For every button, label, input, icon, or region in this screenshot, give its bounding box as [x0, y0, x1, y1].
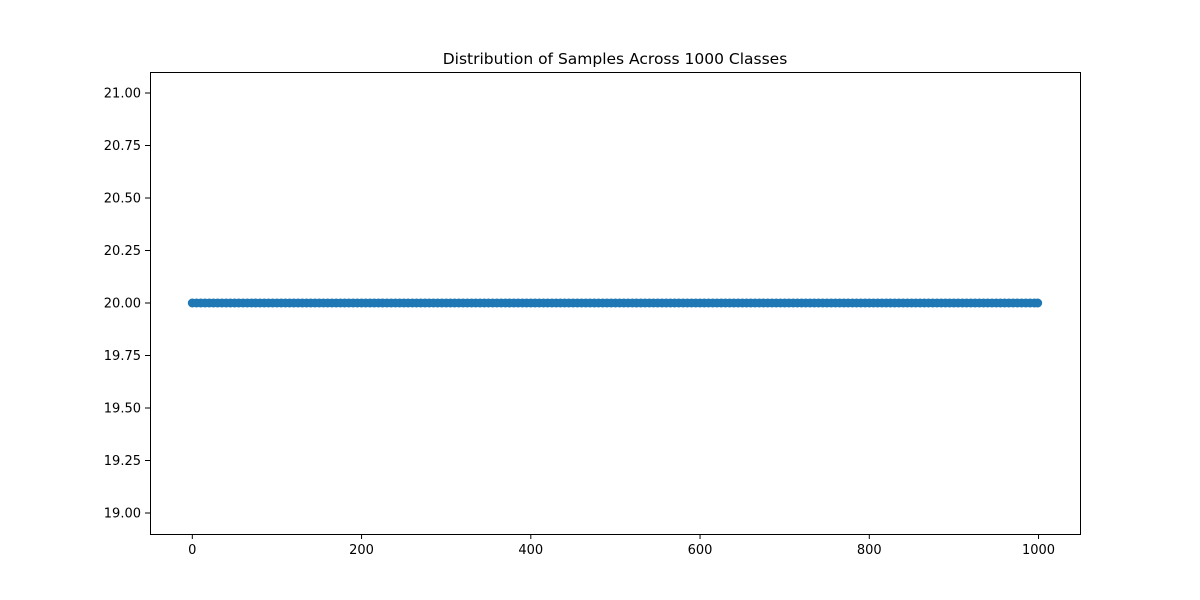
y-tick-label: 20.00 [104, 297, 141, 312]
x-tick-label: 400 [518, 543, 543, 558]
x-tick-label: 1000 [1022, 543, 1055, 558]
chart-title: Distribution of Samples Across 1000 Clas… [443, 50, 788, 68]
x-tick-label: 200 [349, 543, 374, 558]
x-tick-label: 800 [857, 543, 882, 558]
data-points [187, 298, 1043, 308]
x-tick-label: 600 [688, 543, 713, 558]
y-axis: 19.00 19.25 19.50 19.75 20.00 20.25 20.50 20.75… [104, 87, 150, 522]
y-tick-label: 20.50 [104, 192, 141, 207]
y-tick-label: 21.00 [104, 87, 141, 102]
x-axis: 0 200 400 600 800 1000 [188, 534, 1055, 558]
plot-frame [150, 72, 1081, 535]
data-point [1033, 298, 1043, 308]
y-tick-label: 19.25 [104, 454, 141, 469]
x-tick-label: 0 [188, 543, 196, 558]
y-tick-label: 19.50 [104, 402, 141, 417]
y-tick-label: 20.75 [104, 139, 141, 154]
y-tick-label: 19.75 [104, 349, 141, 364]
y-tick-label: 19.00 [104, 507, 141, 522]
y-tick-label: 20.25 [104, 244, 141, 259]
